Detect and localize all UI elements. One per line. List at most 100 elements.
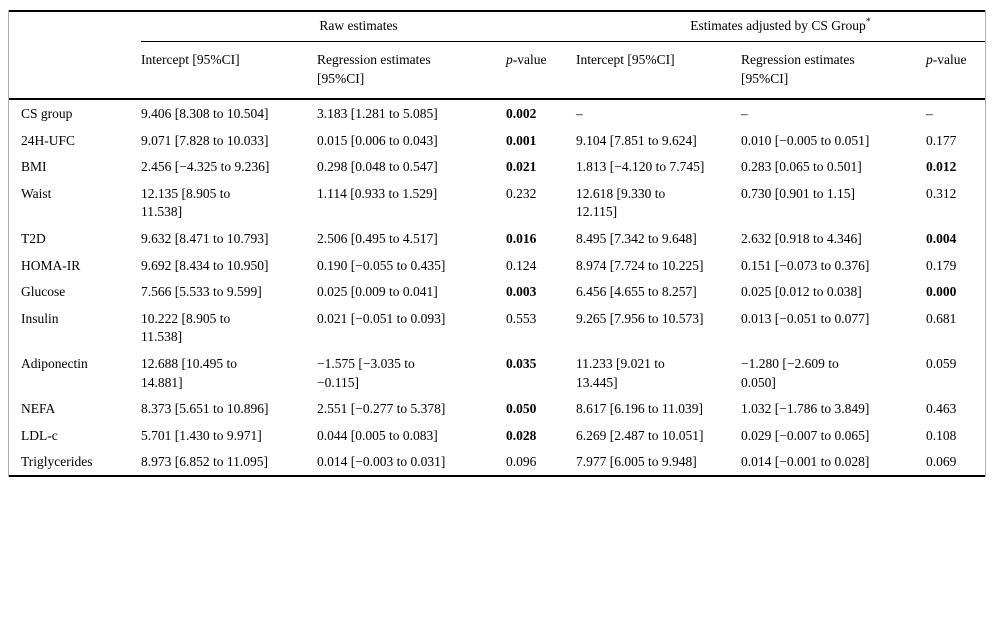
- column-header-raw-intercept: Intercept [95%CI]: [141, 41, 317, 100]
- raw-regression: 0.190 [−0.055 to 0.435]: [317, 257, 446, 273]
- raw-p-value: 0.016: [506, 230, 537, 246]
- adj-intercept: 7.977 [6.005 to 9.948]: [576, 454, 697, 470]
- raw-p-value: 0.028: [506, 427, 537, 443]
- raw-regression: 0.021 [−0.051 to 0.093]: [317, 310, 446, 326]
- row-label: NEFA: [21, 401, 56, 417]
- stub-header-empty: [9, 11, 141, 42]
- raw-intercept: 9.406 [8.308 to 10.504]: [141, 106, 269, 121]
- raw-intercept: 7.566 [5.533 to 9.599]: [141, 284, 262, 300]
- p-value-italic-p: p: [506, 52, 513, 67]
- adj-regression: –: [741, 106, 748, 121]
- adj-regression: 0.014 [−0.001 to 0.028]: [741, 454, 870, 470]
- row-label: CS group: [21, 106, 73, 121]
- row-label: HOMA-IR: [21, 257, 81, 273]
- raw-intercept: 8.373 [5.651 to 10.896]: [141, 401, 269, 417]
- adj-regression: 0.010 [−0.005 to 0.051]: [741, 132, 870, 148]
- group-header-raw: Raw estimates: [141, 11, 577, 42]
- adj-intercept: 9.104 [7.851 to 9.624]: [576, 132, 697, 148]
- group-header-raw-label: Raw estimates: [319, 18, 398, 33]
- table-row: 24H-UFC 9.071 [7.828 to 10.033] 0.015 [0.0…: [9, 127, 985, 154]
- adj-p-value: 0.000: [926, 284, 957, 300]
- adj-p-value: 0.012: [926, 159, 957, 175]
- raw-regression: 0.044 [0.005 to 0.083]: [317, 427, 438, 443]
- adj-regression: 0.283 [0.065 to 0.501]: [741, 159, 862, 175]
- table-row: LDL-c 5.701 [1.430 to 9.971] 0.044 [0.005 …: [9, 422, 985, 449]
- adj-intercept: 11.233 [9.021 to 13.445]: [576, 355, 665, 390]
- raw-regression: −1.575 [−3.035 to −0.115]: [317, 355, 415, 390]
- adj-intercept: 9.265 [7.956 to 10.573]: [576, 310, 704, 326]
- raw-intercept: 5.701 [1.430 to 9.971]: [141, 427, 262, 443]
- adj-intercept: 6.269 [2.487 to 10.051]: [576, 427, 704, 443]
- p-value-italic-p: p: [926, 52, 933, 67]
- adj-regression: −1.280 [−2.609 to 0.050]: [741, 355, 839, 390]
- statistical-table: Raw estimates Estimates adjusted by CS G…: [9, 10, 986, 477]
- adj-regression: 1.032 [−1.786 to 3.849]: [741, 401, 870, 417]
- adj-p-value: 0.463: [926, 401, 957, 417]
- row-label: Triglycerides: [21, 454, 93, 470]
- column-header-row: Intercept [95%CI] Regression estimates […: [9, 41, 986, 100]
- raw-intercept: 8.973 [6.852 to 11.095]: [141, 454, 268, 470]
- raw-p-value: 0.096: [506, 454, 537, 470]
- adj-p-value: 0.108: [926, 427, 957, 443]
- adj-p-value: 0.179: [926, 257, 957, 273]
- adj-p-value: 0.004: [926, 230, 957, 246]
- adj-p-value: 0.312: [926, 185, 957, 201]
- adj-intercept: 1.813 [−4.120 to 7.745]: [576, 159, 705, 175]
- adj-regression: 0.151 [−0.073 to 0.376]: [741, 257, 870, 273]
- adj-regression: 0.029 [−0.007 to 0.065]: [741, 427, 870, 443]
- adj-regression: 0.730 [0.901 to 1.15]: [741, 185, 856, 201]
- row-label: 24H-UFC: [21, 132, 76, 148]
- adj-intercept: 8.617 [6.196 to 11.039]: [576, 401, 704, 417]
- raw-regression: 1.114 [0.933 to 1.529]: [317, 185, 438, 201]
- raw-regression: 0.015 [0.006 to 0.043]: [317, 132, 438, 148]
- table-row: Triglycerides 8.973 [6.852 to 11.095] 0.01…: [9, 448, 985, 476]
- column-header-adj-p-value: p-value: [926, 41, 986, 100]
- adj-p-value: –: [926, 106, 933, 121]
- row-label: Waist: [21, 185, 52, 201]
- adj-p-value: 0.069: [926, 454, 957, 470]
- raw-intercept: 9.071 [7.828 to 10.033]: [141, 132, 269, 148]
- table-frame: Raw estimates Estimates adjusted by CS G…: [8, 10, 986, 477]
- adj-intercept: –: [576, 106, 583, 121]
- raw-regression: 0.025 [0.009 to 0.041]: [317, 284, 438, 300]
- raw-regression: 0.014 [−0.003 to 0.031]: [317, 454, 446, 470]
- adj-intercept: 8.974 [7.724 to 10.225]: [576, 257, 704, 273]
- raw-intercept: 12.135 [8.905 to 11.538]: [141, 185, 231, 220]
- row-label: Insulin: [21, 310, 59, 326]
- column-header-variable-empty: [9, 41, 141, 100]
- raw-intercept: 9.692 [8.434 to 10.950]: [141, 257, 269, 273]
- raw-p-value: 0.021: [506, 159, 537, 175]
- adj-intercept: 12.618 [9.330 to 12.115]: [576, 185, 666, 220]
- row-label: BMI: [21, 159, 47, 175]
- table-row: CS group 9.406 [8.308 to 10.504] 3.183 [1.…: [9, 99, 985, 127]
- raw-intercept: 10.222 [8.905 to 11.538]: [141, 310, 231, 345]
- adj-regression: 2.632 [0.918 to 4.346]: [741, 230, 862, 246]
- raw-p-value: 0.553: [506, 310, 537, 326]
- row-label: Glucose: [21, 284, 66, 300]
- raw-p-value: 0.002: [506, 106, 537, 121]
- p-value-suffix: -value: [512, 52, 547, 67]
- raw-intercept: 2.456 [−4.325 to 9.236]: [141, 159, 270, 175]
- adj-p-value: 0.059: [926, 355, 957, 371]
- column-header-raw-regression: Regression estimates [95%CI]: [317, 41, 506, 100]
- raw-p-value: 0.003: [506, 284, 537, 300]
- row-label: Adiponectin: [21, 355, 88, 371]
- group-header-adjusted-label: Estimates adjusted by CS Group: [690, 18, 866, 33]
- adj-regression: 0.013 [−0.051 to 0.077]: [741, 310, 870, 326]
- raw-p-value: 0.050: [506, 401, 537, 417]
- table-row: Insulin 10.222 [8.905 to 11.538] 0.021 [−0…: [9, 305, 985, 350]
- column-header-adj-intercept: Intercept [95%CI]: [576, 41, 742, 100]
- group-header-adjusted: Estimates adjusted by CS Group*: [576, 11, 986, 42]
- table-row: HOMA-IR 9.692 [8.434 to 10.950] 0.190 [−0.…: [9, 252, 985, 279]
- table-row: Glucose 7.566 [5.533 to 9.599] 0.025 [0.00…: [9, 278, 985, 305]
- adj-intercept: 6.456 [4.655 to 8.257]: [576, 284, 697, 300]
- p-value-suffix: -value: [932, 52, 967, 67]
- raw-regression: 0.298 [0.048 to 0.547]: [317, 159, 438, 175]
- raw-p-value: 0.001: [506, 132, 537, 148]
- raw-regression: 2.506 [0.495 to 4.517]: [317, 230, 438, 246]
- footnote-asterisk: *: [865, 16, 871, 28]
- adj-p-value: 0.177: [926, 132, 957, 148]
- raw-regression: 2.551 [−0.277 to 5.378]: [317, 401, 446, 417]
- raw-p-value: 0.124: [506, 257, 537, 273]
